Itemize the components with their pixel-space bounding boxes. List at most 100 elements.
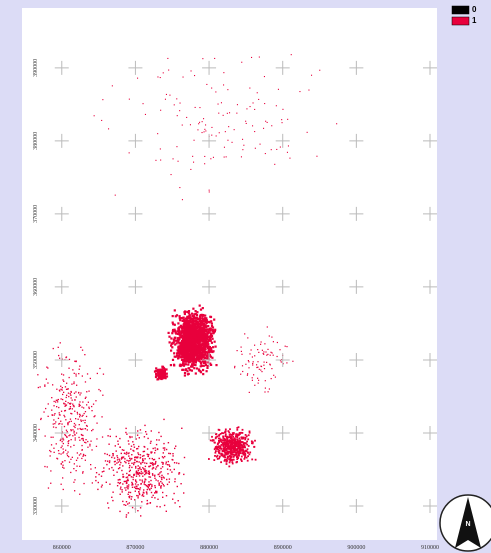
cell	[157, 369, 160, 372]
cell	[163, 449, 166, 451]
cell	[264, 103, 266, 105]
cell	[198, 333, 201, 336]
cell	[127, 479, 129, 482]
cell	[165, 510, 167, 512]
cell	[50, 470, 52, 472]
cell	[227, 436, 230, 438]
cell	[161, 375, 164, 378]
cell	[229, 428, 231, 431]
cell	[75, 373, 77, 375]
cell	[236, 436, 239, 439]
cell	[201, 348, 205, 351]
cell	[129, 436, 131, 439]
cell	[221, 449, 224, 452]
cell	[119, 478, 121, 481]
cell	[187, 358, 190, 361]
cell	[124, 480, 127, 483]
cell	[58, 412, 60, 414]
cell	[52, 347, 54, 350]
cell	[65, 396, 67, 399]
cell	[237, 452, 240, 454]
cell	[196, 354, 199, 357]
cell	[189, 347, 192, 350]
cell	[151, 451, 153, 453]
cell	[180, 331, 183, 334]
cell	[205, 130, 207, 132]
cell	[241, 436, 244, 439]
grid-cross	[128, 279, 143, 294]
cell	[205, 344, 208, 347]
cell	[241, 437, 243, 440]
cell	[248, 367, 250, 369]
cell	[226, 441, 229, 444]
cell	[177, 327, 180, 330]
cell	[308, 89, 310, 91]
cell	[240, 441, 243, 443]
cell	[204, 314, 207, 317]
cell	[233, 440, 236, 443]
cell	[172, 338, 175, 341]
cell	[40, 417, 42, 420]
cell	[217, 103, 219, 105]
cell	[171, 330, 174, 333]
cell	[63, 380, 65, 382]
cell	[229, 459, 232, 462]
cell	[248, 430, 251, 433]
cell	[256, 366, 258, 369]
cell	[112, 469, 115, 471]
cell	[192, 360, 195, 363]
cell	[223, 454, 226, 457]
cell	[246, 448, 249, 451]
cell	[68, 456, 70, 458]
cell	[231, 447, 234, 450]
cell	[209, 329, 212, 332]
cell	[207, 352, 210, 355]
cell	[229, 439, 231, 442]
cell	[117, 467, 120, 470]
cell	[182, 316, 185, 319]
cell	[181, 124, 183, 126]
cell	[81, 457, 83, 460]
cell	[178, 349, 181, 352]
cell	[184, 323, 187, 326]
cell	[169, 364, 172, 367]
cell	[213, 340, 216, 343]
cell	[84, 428, 87, 430]
cell	[187, 322, 190, 325]
cell	[201, 342, 204, 345]
cell	[164, 98, 166, 100]
cell	[208, 321, 211, 324]
cell	[224, 458, 226, 461]
cell	[185, 321, 188, 324]
cell	[163, 442, 165, 445]
cell	[149, 483, 152, 485]
cell	[187, 331, 190, 334]
cell	[181, 427, 183, 429]
cell	[45, 378, 47, 380]
cell	[199, 314, 202, 317]
cell	[180, 317, 183, 320]
cell	[206, 328, 209, 331]
cell	[196, 348, 199, 351]
cell	[270, 351, 272, 353]
cell	[249, 451, 252, 454]
cell	[138, 445, 140, 448]
cell	[183, 492, 185, 494]
cell	[129, 469, 131, 471]
cell	[151, 473, 154, 475]
cell	[200, 354, 203, 357]
cell	[183, 473, 185, 476]
cell	[198, 346, 201, 349]
cell	[162, 496, 164, 498]
cell	[93, 416, 95, 418]
cell	[178, 329, 181, 333]
cell	[87, 440, 89, 443]
cell	[80, 419, 82, 421]
cell	[64, 410, 66, 412]
cell	[49, 449, 51, 452]
cell	[90, 468, 92, 470]
cell	[179, 364, 182, 368]
cell	[241, 353, 243, 355]
cell	[67, 424, 69, 426]
cell	[60, 446, 62, 449]
